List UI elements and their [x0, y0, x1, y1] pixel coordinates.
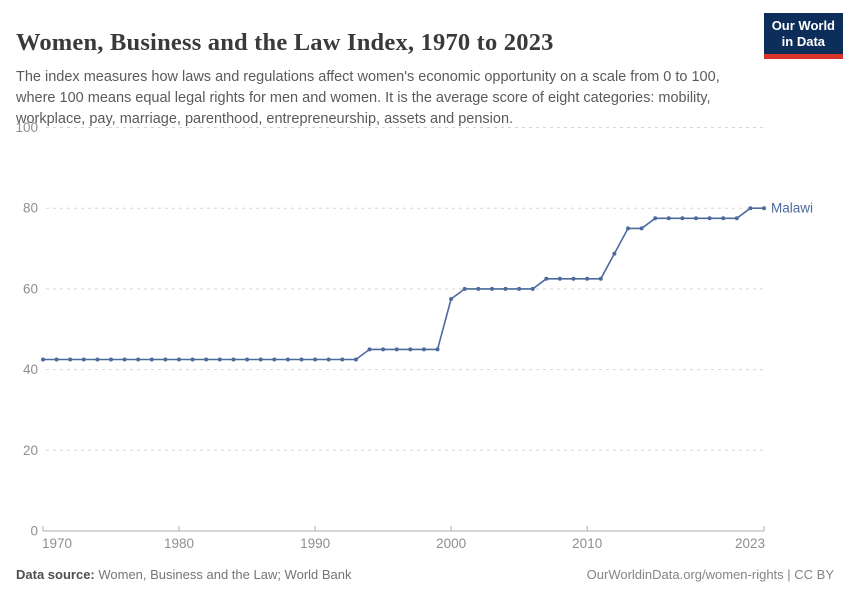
y-axis-tick-label: 60 [23, 281, 38, 296]
data-point[interactable] [544, 276, 549, 281]
x-axis-tick-label: 2000 [436, 536, 466, 551]
y-axis-tick-label: 20 [23, 443, 38, 458]
data-point[interactable] [476, 286, 481, 291]
data-point[interactable] [503, 286, 508, 291]
data-point[interactable] [258, 357, 263, 362]
data-point[interactable] [54, 357, 59, 362]
data-point[interactable] [421, 347, 426, 352]
y-axis-tick-label: 80 [23, 201, 38, 216]
data-point[interactable] [68, 357, 73, 362]
data-point[interactable] [41, 357, 45, 362]
data-point[interactable] [122, 357, 127, 362]
data-point[interactable] [598, 276, 603, 281]
data-point[interactable] [748, 206, 753, 211]
x-axis-tick-label: 2010 [572, 536, 602, 551]
data-point[interactable] [462, 286, 467, 291]
data-point[interactable] [449, 297, 454, 301]
data-point[interactable] [517, 286, 522, 291]
owid-credit-link[interactable]: OurWorldinData.org/women-rights | CC BY [586, 567, 834, 582]
data-point[interactable] [285, 357, 290, 362]
data-point[interactable] [721, 216, 726, 221]
malawi-line [43, 207, 764, 361]
data-point[interactable] [326, 357, 331, 362]
data-point[interactable] [353, 357, 358, 362]
data-point[interactable] [394, 347, 399, 352]
data-point[interactable] [653, 216, 658, 221]
chart-subtitle: The index measures how laws and regulati… [16, 68, 720, 127]
data-point[interactable] [163, 357, 168, 362]
data-point[interactable] [217, 357, 222, 362]
data-point[interactable] [489, 286, 494, 291]
data-source-label: Data source: [16, 567, 95, 582]
data-point[interactable] [299, 357, 304, 362]
data-point[interactable] [626, 226, 630, 231]
data-point[interactable] [149, 357, 154, 362]
data-point[interactable] [557, 276, 562, 281]
y-axis-tick-label: 0 [30, 524, 38, 539]
data-point[interactable] [585, 276, 590, 281]
data-source-value: Women, Business and the Law; World Bank [94, 567, 352, 582]
chart-footer: Data source: Women, Business and the Law… [16, 567, 834, 582]
data-point[interactable] [381, 347, 386, 352]
page-title: Women, Business and the Law Index, 1970 … [16, 29, 554, 57]
data-point[interactable] [367, 347, 372, 352]
data-point[interactable] [245, 357, 250, 362]
x-axis-tick-label: 1980 [164, 536, 194, 551]
y-axis-tick-label: 100 [15, 120, 38, 135]
data-point[interactable] [666, 216, 671, 221]
data-point[interactable] [231, 357, 236, 362]
data-point[interactable] [272, 357, 277, 362]
data-point[interactable] [680, 216, 685, 221]
data-point[interactable] [435, 347, 440, 352]
data-point[interactable] [340, 357, 345, 362]
data-point[interactable] [177, 357, 181, 362]
data-point[interactable] [313, 357, 318, 362]
data-point[interactable] [95, 357, 100, 362]
data-point[interactable] [204, 357, 209, 362]
data-point[interactable] [190, 357, 195, 362]
line-chart-area[interactable]: 0 20 40 60 80 100 1970 1980 1990 2000 2010 2023 Mala… [0, 110, 850, 560]
data-point[interactable] [81, 357, 86, 362]
owid-logo: Our World in Data [763, 13, 843, 59]
x-axis-tick-label: 2023 [735, 536, 765, 551]
x-axis-tick-label: 1970 [42, 536, 72, 551]
entity-label: Malawi [771, 201, 813, 216]
y-axis-tick-label: 40 [23, 362, 38, 377]
data-point[interactable] [530, 286, 535, 291]
data-point[interactable] [694, 216, 698, 221]
data-point[interactable] [612, 251, 617, 256]
data-point[interactable] [639, 226, 644, 231]
data-source: Data source: Women, Business and the Law… [16, 567, 352, 582]
data-point[interactable] [571, 276, 576, 281]
data-point[interactable] [136, 357, 141, 362]
x-axis-tick-label: 1990 [300, 536, 330, 551]
owid-logo-line2: in Data [781, 34, 826, 49]
line-chart-svg[interactable]: 0 20 40 60 80 100 1970 1980 1990 2000 2010 2023 Mala… [0, 110, 850, 560]
data-point[interactable] [109, 357, 113, 362]
data-point[interactable] [734, 216, 739, 221]
data-point[interactable] [408, 347, 413, 352]
data-point[interactable] [707, 216, 712, 221]
owid-logo-line1: Our World [771, 18, 835, 33]
data-point[interactable] [762, 206, 766, 211]
